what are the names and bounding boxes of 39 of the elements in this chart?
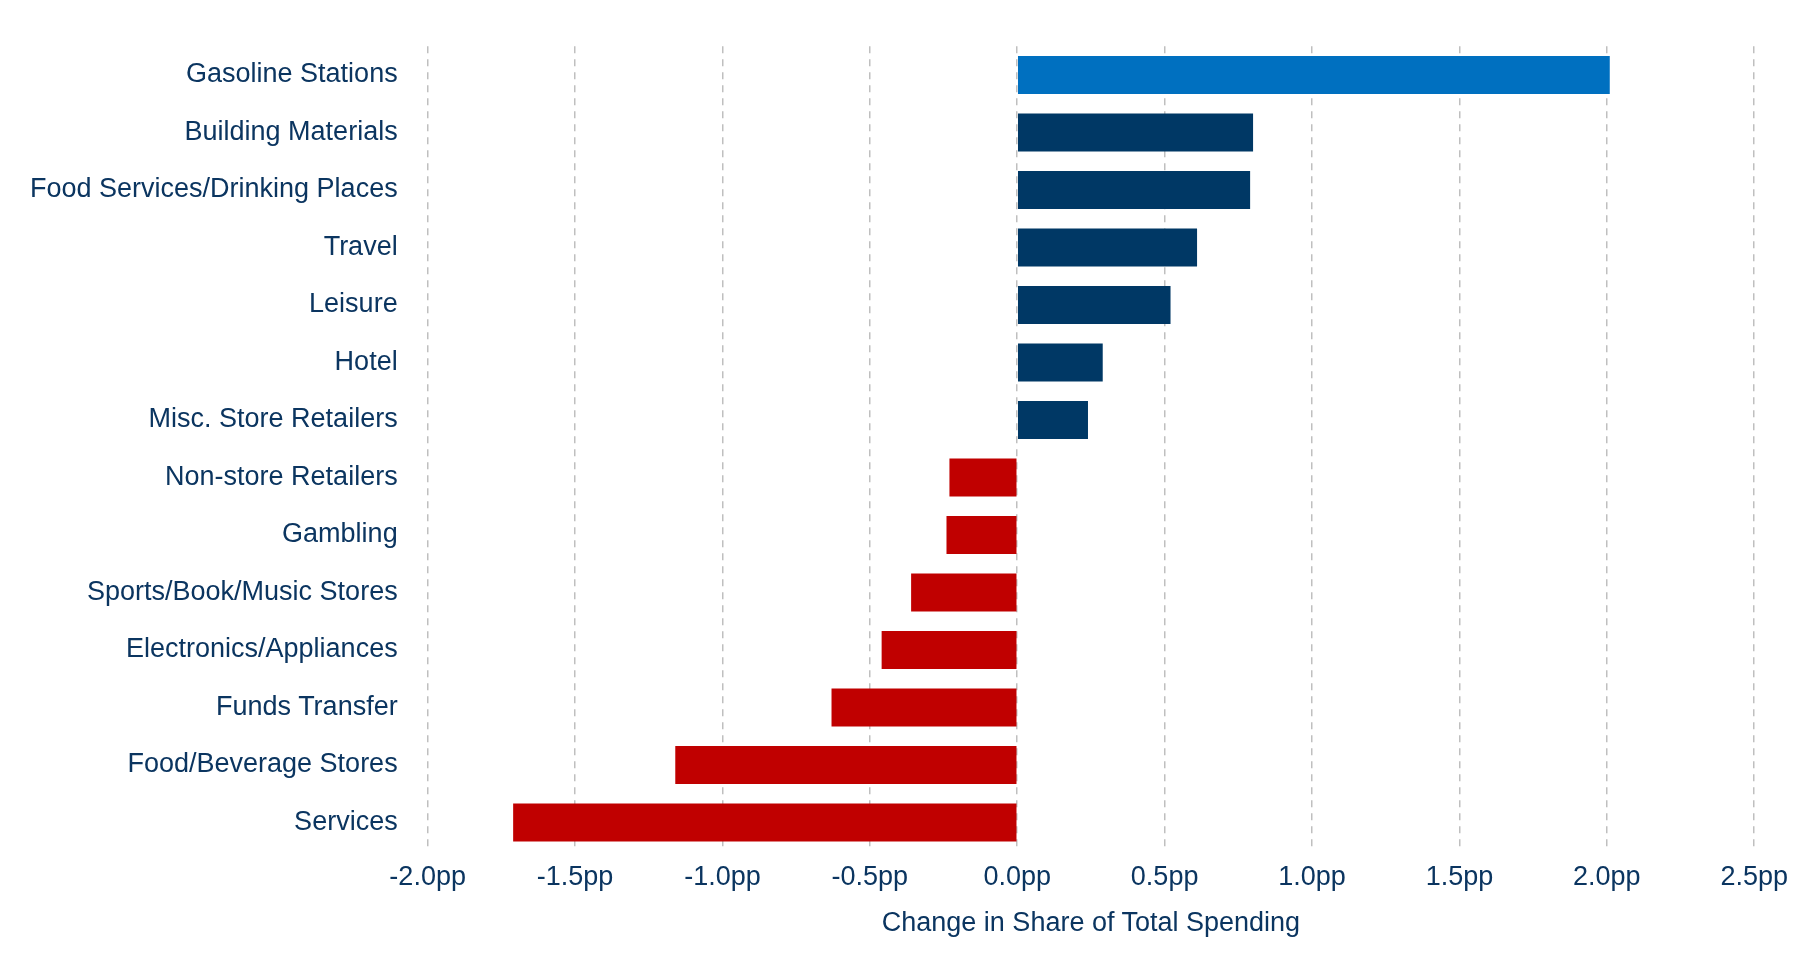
bar <box>675 745 1017 784</box>
y-tick-label: Sports/Book/Music Stores <box>87 575 398 606</box>
bar <box>1017 55 1610 94</box>
y-tick-label: Food/Beverage Stores <box>127 748 398 779</box>
bar <box>881 630 1017 669</box>
bar <box>946 515 1017 554</box>
bar <box>513 803 1017 842</box>
x-tick-label: 0.0pp <box>983 860 1052 891</box>
x-tick-label: 0.5pp <box>1130 860 1199 891</box>
bar <box>1017 113 1254 152</box>
bar <box>1017 228 1198 267</box>
y-tick-label: Gasoline Stations <box>186 58 398 89</box>
x-tick-label: -1.0pp <box>684 860 761 891</box>
y-tick-label: Gambling <box>282 518 398 549</box>
y-tick-label: Travel <box>323 230 398 261</box>
y-tick-label: Food Services/Drinking Places <box>29 173 398 204</box>
x-tick-label: 2.0pp <box>1573 860 1641 891</box>
bar <box>1017 400 1088 439</box>
x-tick-label: -0.5pp <box>831 860 909 891</box>
x-tick-label: 1.0pp <box>1278 860 1346 891</box>
x-tick-label: 1.5pp <box>1425 860 1494 891</box>
y-tick-label: Funds Transfer <box>216 690 398 721</box>
y-tick-label: Misc. Store Retailers <box>148 403 398 434</box>
y-tick-label: Leisure <box>309 288 398 319</box>
bar <box>1017 170 1251 209</box>
y-tick-label: Electronics/Appliances <box>126 633 398 664</box>
bar <box>831 688 1017 727</box>
x-tick-label: -2.0pp <box>389 860 466 891</box>
y-tick-label: Hotel <box>334 345 398 376</box>
y-tick-label: Building Materials <box>184 115 398 146</box>
x-tick-label: 2.5pp <box>1720 860 1789 891</box>
bar <box>911 573 1017 612</box>
x-tick-label: -1.5pp <box>536 860 614 891</box>
x-axis-title: Change in Share of Total Spending <box>881 907 1301 938</box>
bar <box>1017 285 1171 324</box>
y-tick-label: Services <box>294 805 398 836</box>
bar <box>949 458 1017 497</box>
bar <box>1017 343 1103 382</box>
y-tick-label: Non-store Retailers <box>165 460 398 491</box>
